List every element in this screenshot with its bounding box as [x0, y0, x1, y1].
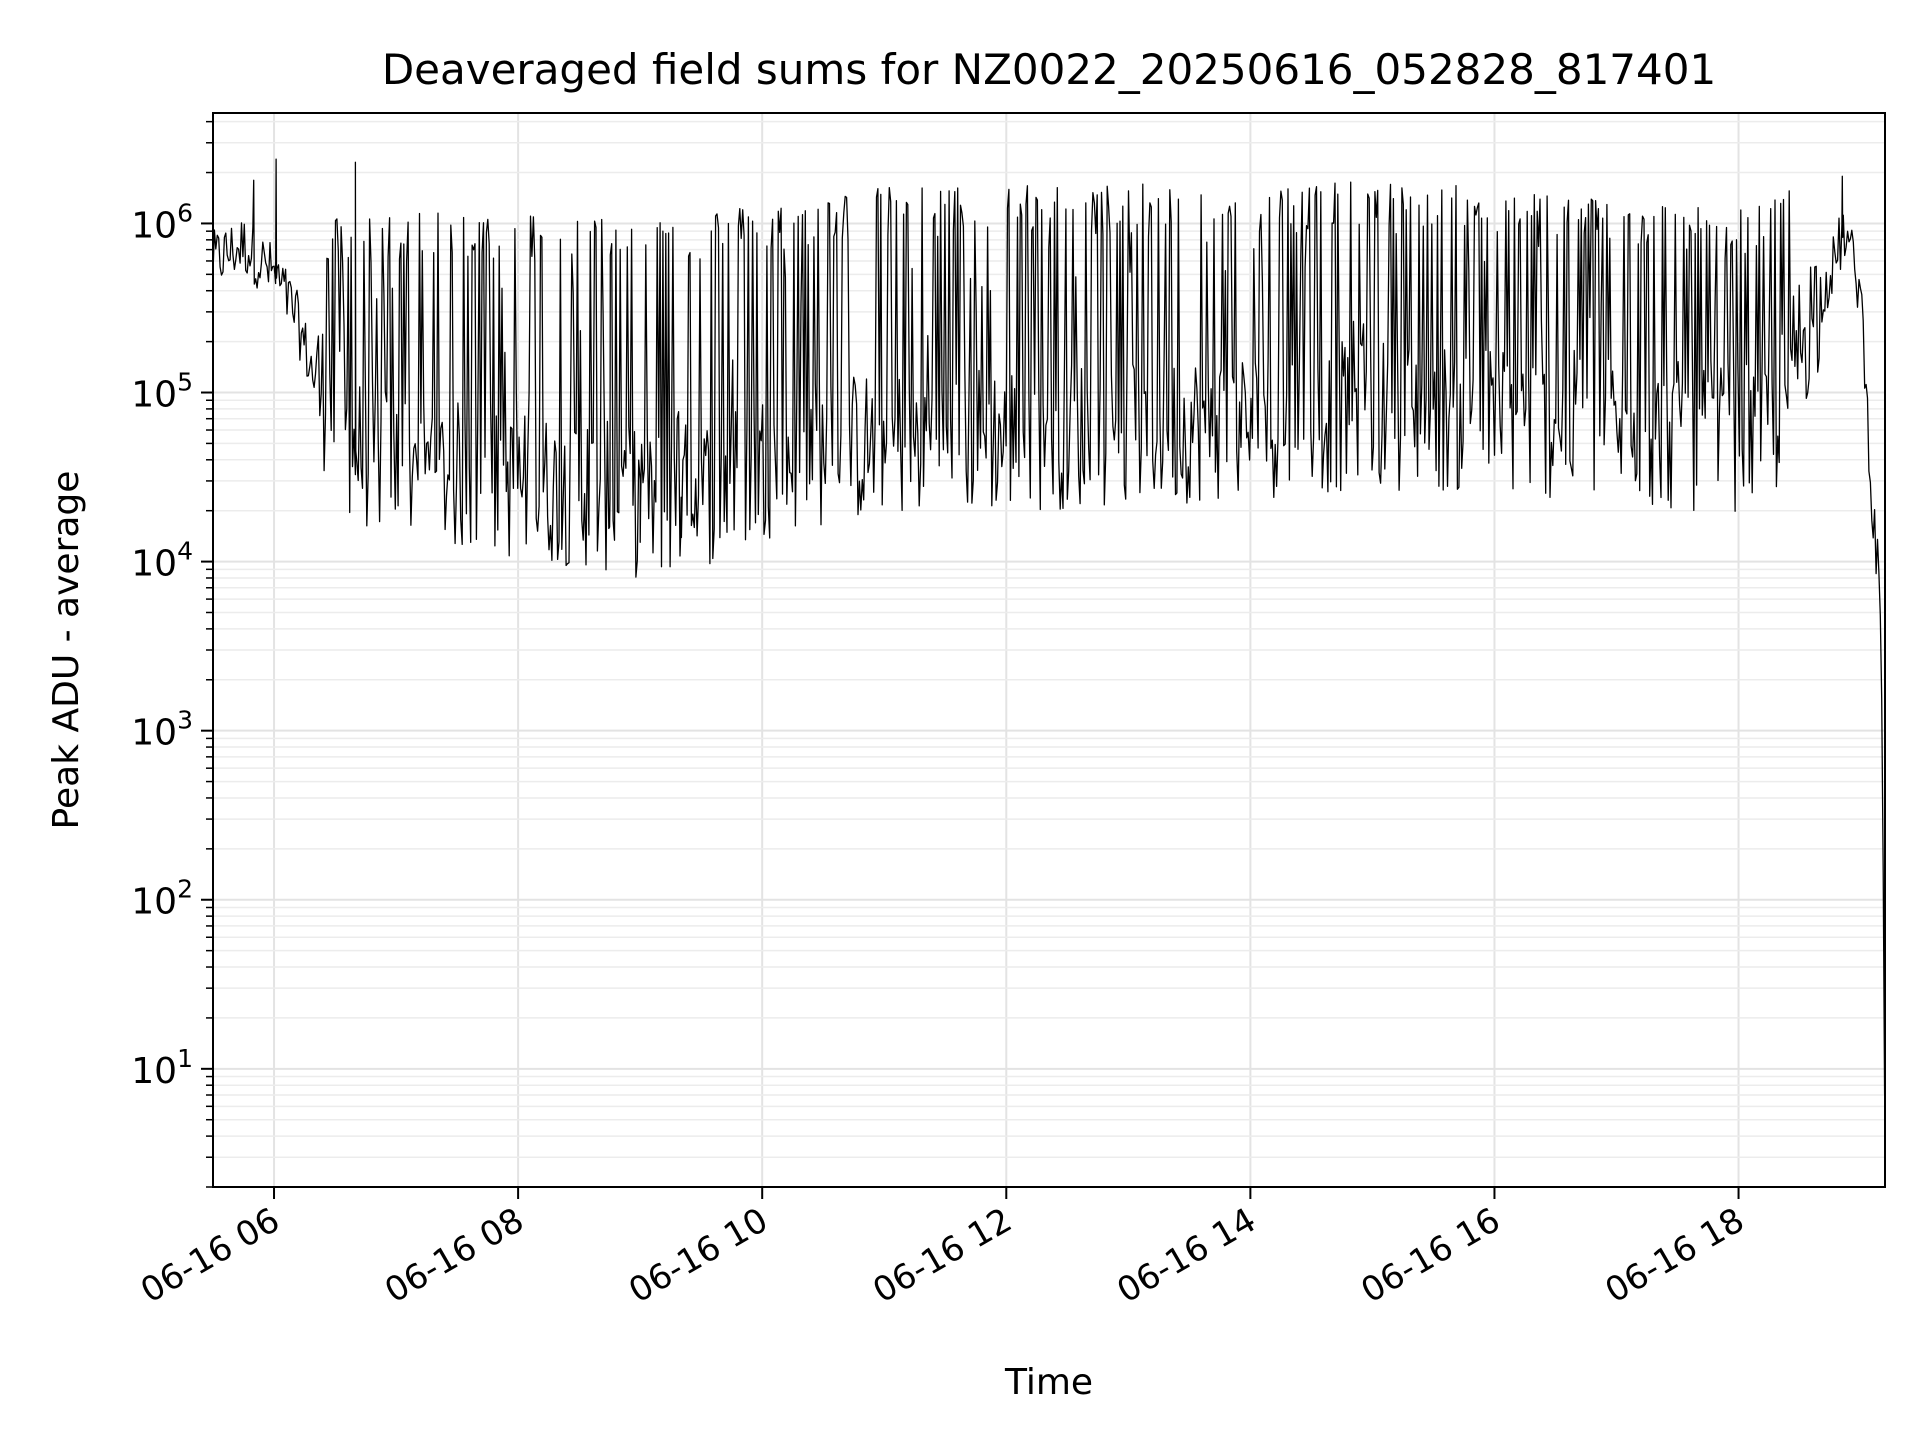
y-tick-label: 102 — [131, 875, 193, 923]
y-tick-label: 105 — [131, 368, 193, 416]
y-tick-label-exponent: 1 — [177, 1044, 193, 1073]
x-axis-label: Time — [1004, 1362, 1093, 1403]
series-layer — [212, 158, 1886, 1095]
series-line — [212, 158, 1886, 1095]
y-tick-label-exponent: 2 — [177, 875, 193, 904]
y-tick-label: 104 — [131, 537, 193, 585]
y-tick-label-base: 10 — [131, 713, 177, 754]
chart-title: Deaveraged field sums for NZ0022_2025061… — [382, 45, 1716, 94]
y-tick-label-base: 10 — [131, 1051, 177, 1092]
y-tick-label-base: 10 — [131, 882, 177, 923]
y-axis-label: Peak ADU - average — [46, 471, 87, 830]
y-tick-label-exponent: 4 — [177, 537, 193, 566]
y-tick-label-exponent: 6 — [177, 198, 193, 227]
y-tick-label-base: 10 — [131, 375, 177, 416]
grid-layer — [213, 113, 1885, 1188]
y-tick-label-base: 10 — [131, 544, 177, 585]
y-tick-label-exponent: 3 — [177, 706, 193, 735]
y-tick-label: 106 — [131, 198, 193, 246]
y-tick-label-exponent: 5 — [177, 368, 193, 397]
y-tick-label: 101 — [131, 1044, 193, 1092]
y-tick-label: 103 — [131, 706, 193, 754]
y-tick-label-base: 10 — [131, 205, 177, 246]
